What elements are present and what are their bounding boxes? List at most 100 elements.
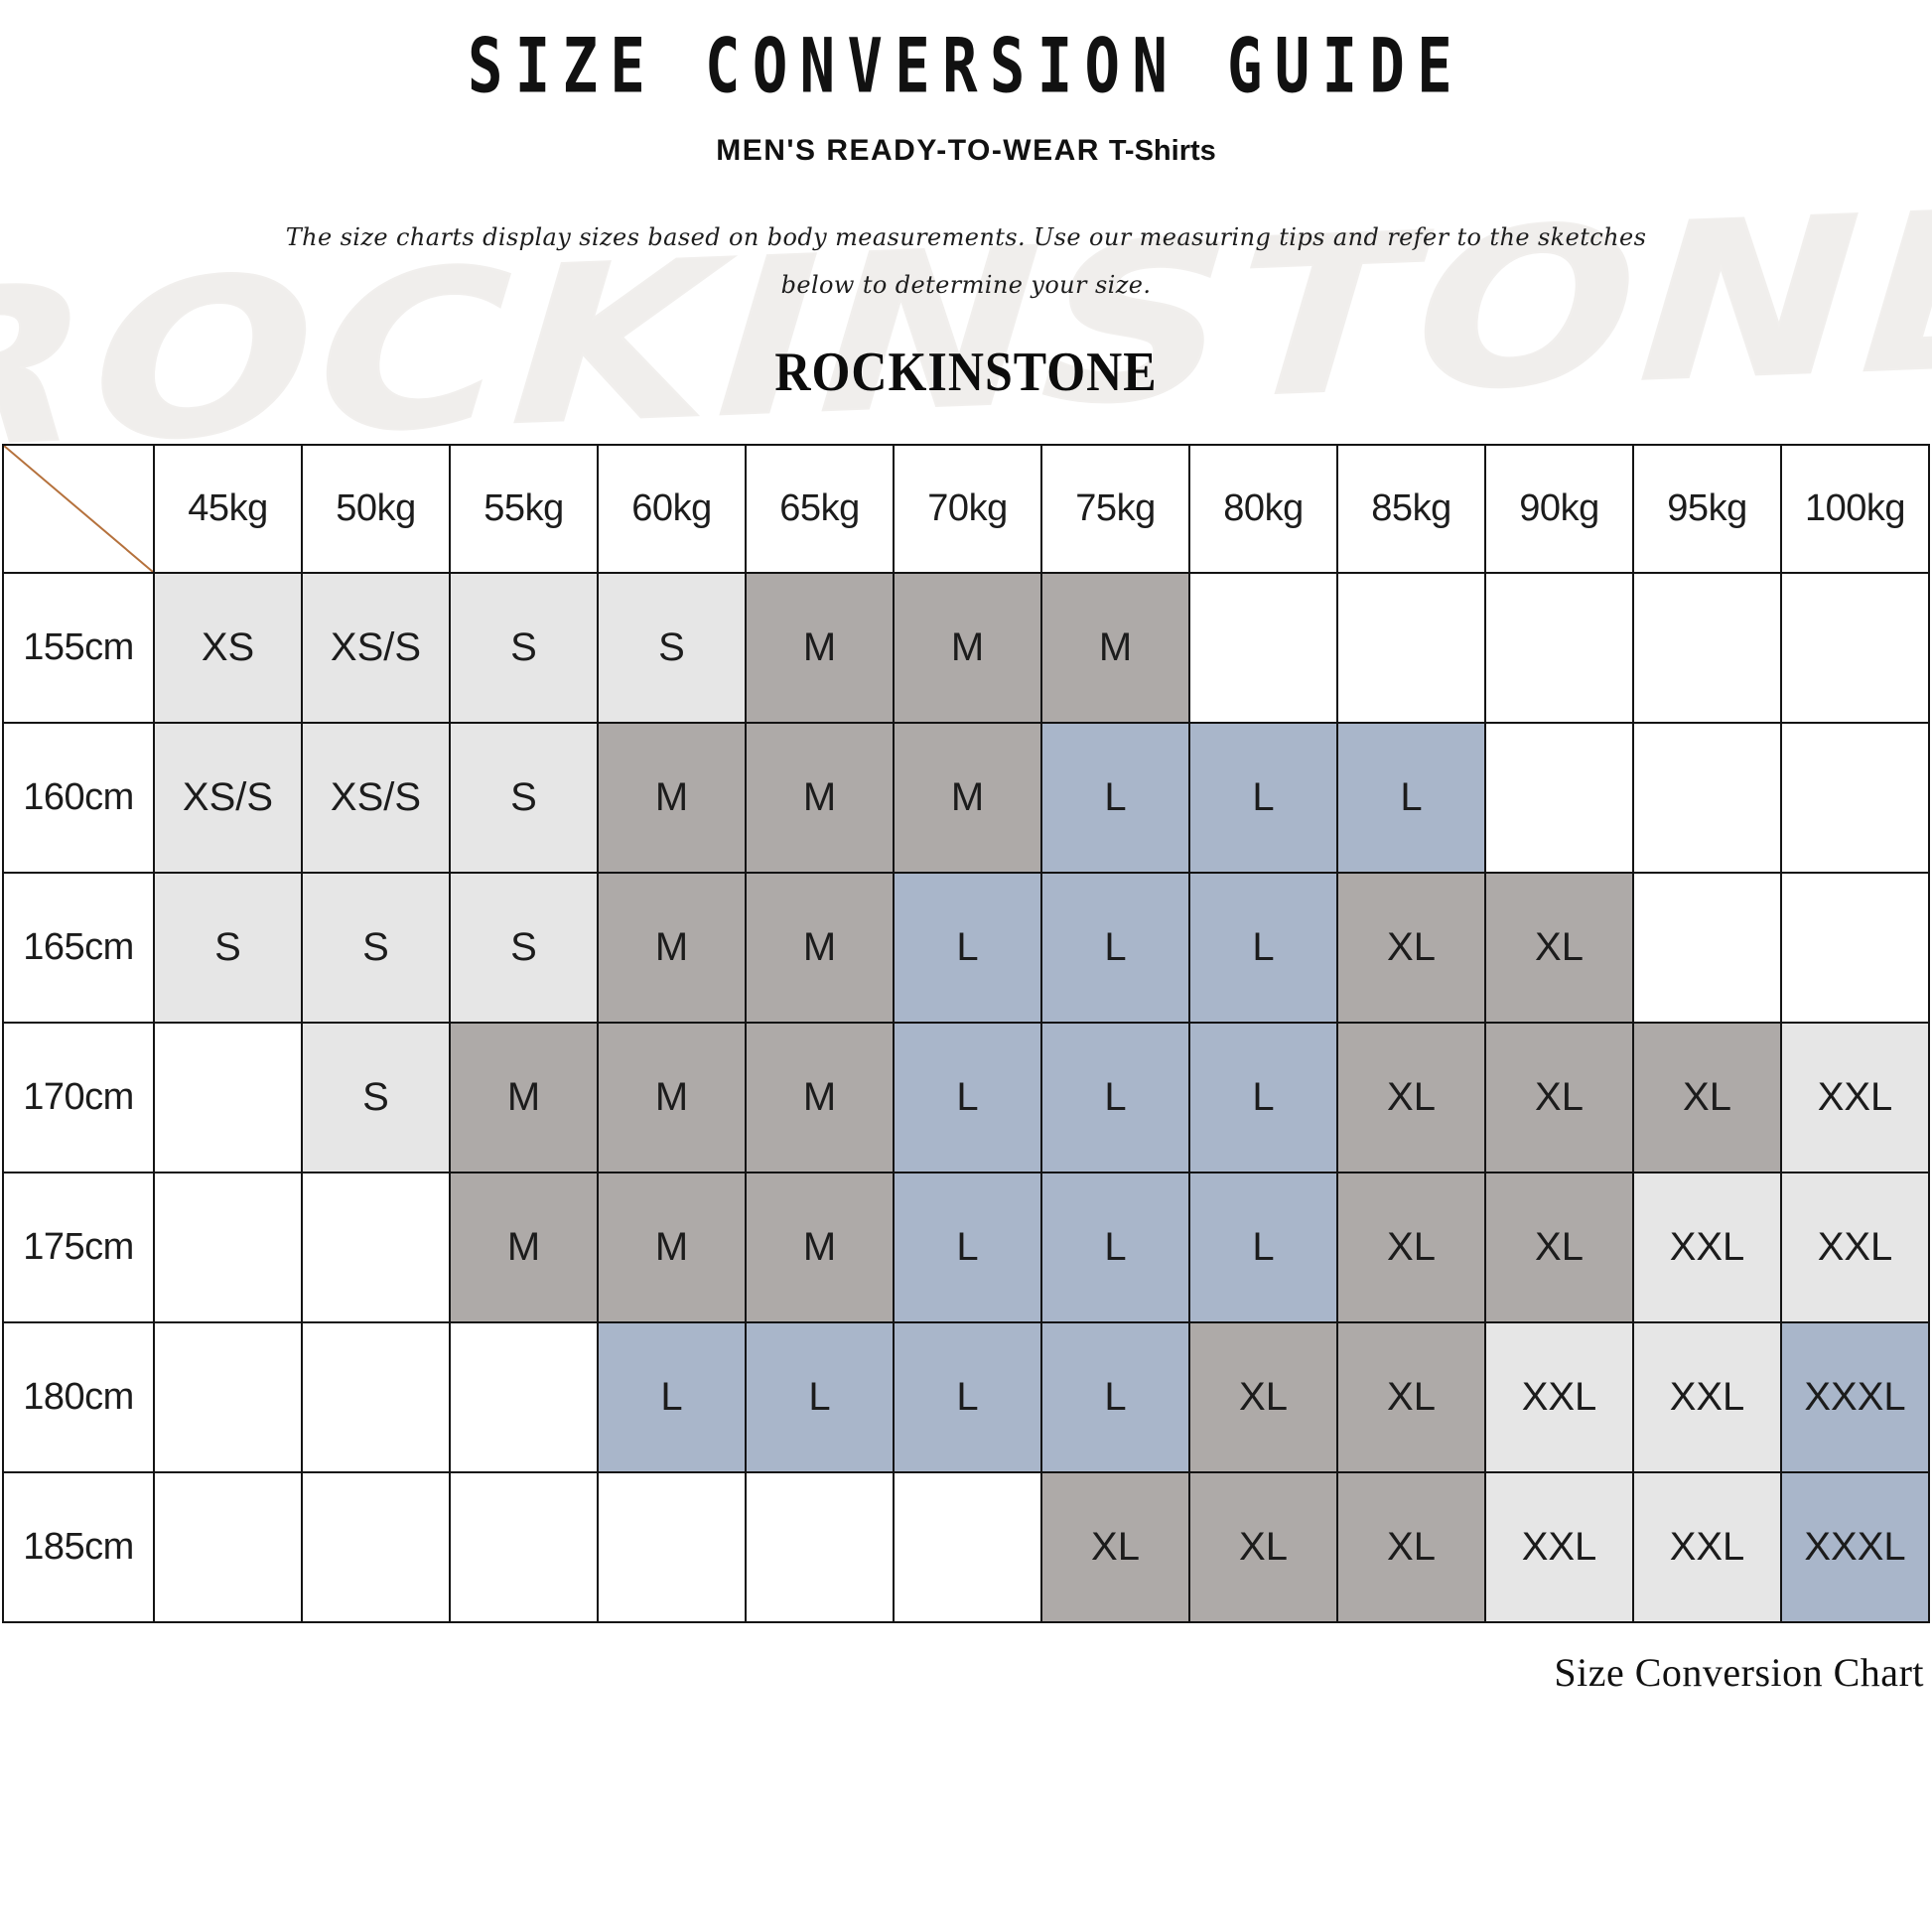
subtitle-product: T-Shirts: [1108, 135, 1216, 167]
size-cell: S: [449, 572, 599, 724]
size-cell: XL: [1336, 1172, 1486, 1323]
size-cell: S: [449, 872, 599, 1024]
size-cell-empty: [153, 1321, 303, 1473]
size-cell-empty: [1632, 872, 1782, 1024]
table-row: 170cm S M M M L L L XL XL XL XXL: [2, 1022, 1930, 1173]
size-cell: XXXL: [1780, 1471, 1930, 1623]
size-cell: XL: [1336, 1471, 1486, 1623]
size-cell: XXL: [1632, 1321, 1782, 1473]
table-header: 45kg 50kg 55kg 60kg 65kg 70kg 75kg 80kg 85kg 90kg…: [2, 444, 1930, 574]
row-header-height: 165cm: [2, 872, 155, 1024]
subtitle-category: MEN'S READY-TO-WEAR: [716, 134, 1100, 167]
size-cell: XXL: [1484, 1471, 1634, 1623]
size-cell: M: [745, 872, 895, 1024]
column-header-weight: 75kg: [1040, 444, 1190, 574]
size-cell: XXL: [1780, 1022, 1930, 1173]
size-cell: XL: [1188, 1471, 1338, 1623]
size-cell: XS/S: [301, 722, 451, 874]
size-cell: XS/S: [153, 722, 303, 874]
size-cell: XL: [1336, 1022, 1486, 1173]
size-cell: L: [1040, 1172, 1190, 1323]
column-header-weight: 95kg: [1632, 444, 1782, 574]
size-cell: S: [153, 872, 303, 1024]
size-cell-empty: [1484, 722, 1634, 874]
column-header-weight: 85kg: [1336, 444, 1486, 574]
table-row: 155cm XS XS/S S S M M M: [2, 572, 1930, 724]
column-header-weight: 55kg: [449, 444, 599, 574]
size-cell: XL: [1484, 1172, 1634, 1323]
size-cell: M: [449, 1172, 599, 1323]
size-cell: L: [1040, 1022, 1190, 1173]
size-cell-empty: [301, 1321, 451, 1473]
size-cell-empty: [301, 1471, 451, 1623]
size-cell: M: [1040, 572, 1190, 724]
size-cell: M: [597, 872, 747, 1024]
size-cell: L: [1336, 722, 1486, 874]
size-cell: XL: [1336, 872, 1486, 1024]
column-header-weight: 80kg: [1188, 444, 1338, 574]
table-body: 155cm XS XS/S S S M M M 160cm XS/S XS/S S M M M L L L 165c…: [2, 572, 1930, 1623]
size-cell-empty: [893, 1471, 1042, 1623]
size-cell: XXL: [1780, 1172, 1930, 1323]
size-cell: L: [893, 1022, 1042, 1173]
size-cell: S: [301, 1022, 451, 1173]
column-header-weight: 50kg: [301, 444, 451, 574]
size-cell: M: [449, 1022, 599, 1173]
size-cell: L: [745, 1321, 895, 1473]
size-cell-empty: [1188, 572, 1338, 724]
size-cell-empty: [1336, 572, 1486, 724]
row-header-height: 185cm: [2, 1471, 155, 1623]
size-cell: S: [597, 572, 747, 724]
size-cell-empty: [153, 1172, 303, 1323]
description-line-2: below to determine your size.: [780, 271, 1152, 299]
size-cell: M: [597, 1022, 747, 1173]
size-cell: S: [449, 722, 599, 874]
column-header-weight: 70kg: [893, 444, 1042, 574]
size-cell-empty: [301, 1172, 451, 1323]
size-cell: L: [893, 872, 1042, 1024]
table-row: 175cm M M M L L L XL XL XXL XXL: [2, 1172, 1930, 1323]
size-cell: S: [301, 872, 451, 1024]
size-cell-empty: [597, 1471, 747, 1623]
size-cell: M: [745, 722, 895, 874]
size-cell-empty: [1632, 572, 1782, 724]
size-cell-empty: [449, 1471, 599, 1623]
table-row: 165cm S S S M M L L L XL XL: [2, 872, 1930, 1024]
size-cell: XL: [1336, 1321, 1486, 1473]
column-header-weight: 100kg: [1780, 444, 1930, 574]
size-cell: M: [745, 1172, 895, 1323]
size-cell: XS/S: [301, 572, 451, 724]
table-header-row: 45kg 50kg 55kg 60kg 65kg 70kg 75kg 80kg 85kg 90kg…: [2, 444, 1930, 574]
size-cell: XXL: [1632, 1172, 1782, 1323]
size-table-container: 45kg 50kg 55kg 60kg 65kg 70kg 75kg 80kg 85kg 90kg…: [0, 444, 1932, 1623]
table-row: 180cm L L L L XL XL XXL XXL XXXL: [2, 1321, 1930, 1473]
table-corner-cell: [2, 444, 155, 574]
column-header-weight: 45kg: [153, 444, 303, 574]
size-cell: M: [745, 572, 895, 724]
column-header-weight: 90kg: [1484, 444, 1634, 574]
size-cell: XL: [1484, 1022, 1634, 1173]
chart-caption: Size Conversion Chart: [1554, 1650, 1924, 1695]
column-header-weight: 65kg: [745, 444, 895, 574]
size-cell: L: [893, 1321, 1042, 1473]
size-cell-empty: [449, 1321, 599, 1473]
page-title: SIZE CONVERSION GUIDE: [467, 21, 1465, 111]
size-cell: M: [597, 1172, 747, 1323]
size-cell: XL: [1188, 1321, 1338, 1473]
size-cell-empty: [153, 1471, 303, 1623]
size-cell: XXL: [1632, 1471, 1782, 1623]
size-cell: L: [1188, 1172, 1338, 1323]
page-description: The size charts display sizes based on b…: [0, 213, 1932, 309]
size-cell: M: [893, 572, 1042, 724]
row-header-height: 160cm: [2, 722, 155, 874]
size-cell: L: [1040, 722, 1190, 874]
size-cell-empty: [1780, 872, 1930, 1024]
row-header-height: 170cm: [2, 1022, 155, 1173]
size-cell: XXXL: [1780, 1321, 1930, 1473]
row-header-height: 175cm: [2, 1172, 155, 1323]
size-cell: XL: [1632, 1022, 1782, 1173]
page-subtitle: MEN'S READY-TO-WEAR T-Shirts: [0, 134, 1932, 168]
size-cell-empty: [1780, 722, 1930, 874]
size-cell-empty: [153, 1022, 303, 1173]
